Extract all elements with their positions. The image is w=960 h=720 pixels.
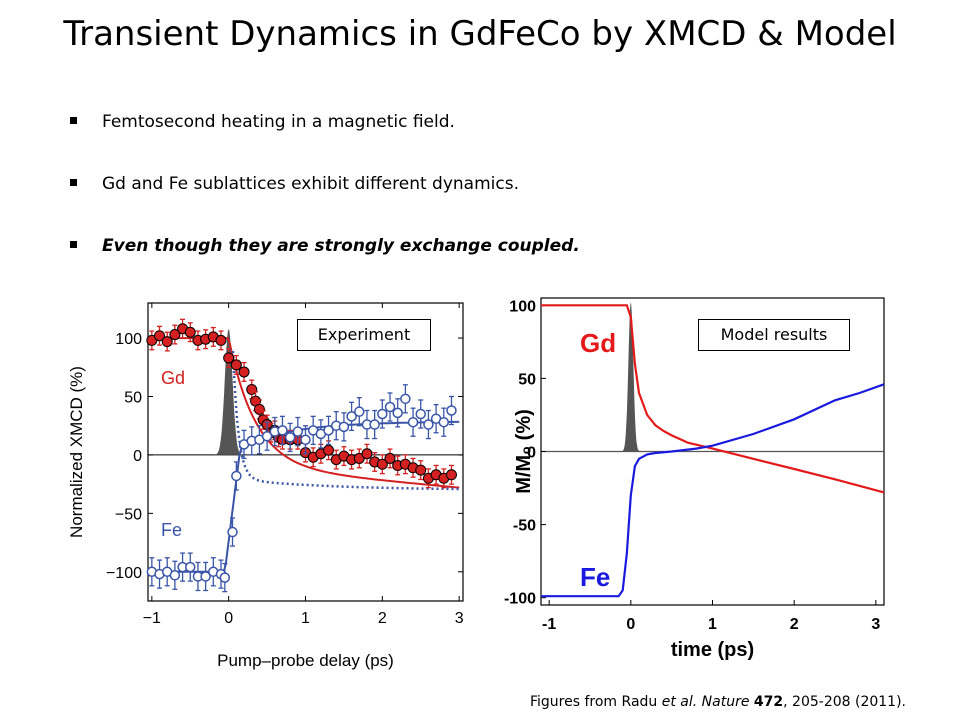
model-gd-line xyxy=(541,304,885,494)
square-bullet-icon xyxy=(70,179,77,186)
experiment-fe-point xyxy=(219,572,231,583)
experiment-fe-point xyxy=(231,470,242,482)
experiment-fe-point xyxy=(438,416,450,428)
experiment-fe-point xyxy=(284,432,296,443)
experiment-series-fe xyxy=(146,384,457,593)
experiment-gd-point xyxy=(230,359,242,371)
model-y-axis-label: M/M₀ (%) xyxy=(513,409,535,494)
citation-journal: Nature xyxy=(697,694,750,710)
experiment-gd-annotation: Gd xyxy=(161,368,185,388)
model-y-tick-label: 50 xyxy=(518,371,536,388)
model-x-tick-label: 1 xyxy=(708,616,717,633)
citation-volume: 472 xyxy=(753,694,784,710)
experiment-fe-point xyxy=(169,570,181,581)
experiment-fe-point xyxy=(300,434,311,445)
model-x-tick-label: 0 xyxy=(626,616,635,633)
model-x-tick-label: 3 xyxy=(871,616,880,633)
model-y-tick-label: 0 xyxy=(527,445,536,462)
experiment-gd-point xyxy=(215,334,227,346)
experiment-gd-point xyxy=(323,444,335,456)
citation: Figures from Radu et al. Nature 472, 205… xyxy=(530,694,906,710)
experiment-y-axis-label: Normalized XMCD (%) xyxy=(67,366,86,538)
square-bullet-icon xyxy=(70,241,77,248)
model-pump-pulse xyxy=(621,302,641,452)
citation-prefix: Figures from Radu xyxy=(530,694,662,710)
experiment-pump-pulse xyxy=(214,328,243,455)
model-y-tick-label: -100 xyxy=(504,591,536,608)
experiment-x-tick-label: 1 xyxy=(301,610,310,627)
experiment-y-tick-label: 100 xyxy=(115,331,142,348)
experiment-gd-point xyxy=(223,352,235,364)
experiment-fe-point xyxy=(200,571,211,582)
experiment-gd-point xyxy=(154,330,166,342)
experiment-fe-point xyxy=(185,561,196,573)
experiment-fe-point xyxy=(446,405,457,416)
experiment-gd-point xyxy=(184,326,196,338)
model-fe-line xyxy=(541,383,885,598)
model-fe-annotation: Fe xyxy=(580,562,610,592)
experiment-gd-point xyxy=(376,458,388,470)
model-x-tick-label: 2 xyxy=(790,616,799,633)
model-y-tick-label: -50 xyxy=(513,518,536,535)
experiment-plot-frame xyxy=(147,302,464,602)
experiment-fe-point xyxy=(423,419,434,430)
experiment-gd-point xyxy=(161,336,173,348)
experiment-fe-point xyxy=(354,406,365,417)
slide-title: Transient Dynamics in GdFeCo by XMCD & M… xyxy=(63,14,897,54)
experiment-series-gd xyxy=(146,318,457,489)
experiment-fe-point xyxy=(392,407,403,419)
experiment-gd-point xyxy=(415,464,427,476)
model-x-axis-label: time (ps) xyxy=(671,639,754,661)
experiment-fe-point xyxy=(261,430,273,442)
experiment-gd-point xyxy=(253,403,265,415)
experiment-y-tick-label: −50 xyxy=(115,506,142,523)
experiment-fe-point xyxy=(369,419,380,430)
bullet-text: Femtosecond heating in a magnetic field. xyxy=(102,112,455,132)
experiment-fe-point xyxy=(338,421,350,433)
experiment-x-tick-label: 0 xyxy=(224,610,233,627)
bullet-text: Gd and Fe sublattices exhibit different … xyxy=(102,174,519,194)
experiment-y-tick-label: 50 xyxy=(124,389,142,406)
experiment-fe-annotation: Fe xyxy=(161,520,182,540)
experiment-gd-point xyxy=(169,329,181,341)
bullet-text: Even though they are strongly exchange c… xyxy=(102,236,580,256)
experiment-label: Experiment xyxy=(297,319,431,351)
model-y-tick-label: 100 xyxy=(509,298,536,315)
citation-etal: et al. xyxy=(661,694,698,710)
experiment-gd-point xyxy=(384,452,396,464)
experiment-x-tick-label: 3 xyxy=(455,610,464,627)
experiment-x-tick-label: 2 xyxy=(378,610,387,627)
experiment-fe-point xyxy=(384,401,396,413)
experiment-x-axis-label: Pump–probe delay (ps) xyxy=(217,651,394,670)
experiment-fe-point xyxy=(377,408,388,420)
model-gd-annotation: Gd xyxy=(580,328,616,358)
citation-suffix: , 205-208 (2011). xyxy=(783,694,906,710)
model-x-tick-label: -1 xyxy=(542,616,556,633)
experiment-gd-point xyxy=(361,448,373,460)
experiment-gd-point xyxy=(445,469,457,481)
experiment-fe-point xyxy=(415,408,426,420)
experiment-fe-point xyxy=(292,426,304,437)
experiment-fe-point xyxy=(346,411,357,422)
model-results-label: Model results xyxy=(698,319,850,351)
experiment-fe-point xyxy=(277,425,288,436)
experiment-dotted-model-line xyxy=(228,348,460,491)
experiment-y-tick-label: 0 xyxy=(133,448,142,465)
experiment-y-tick-label: −100 xyxy=(106,565,142,582)
square-bullet-icon xyxy=(70,117,77,124)
experiment-fe-point xyxy=(323,425,334,436)
experiment-fe-point xyxy=(400,393,411,405)
experiment-fe-point xyxy=(227,526,238,538)
experiment-x-tick-label: −1 xyxy=(143,610,161,627)
experiment-gd-point xyxy=(238,366,250,378)
experiment-fe-point xyxy=(407,416,419,428)
